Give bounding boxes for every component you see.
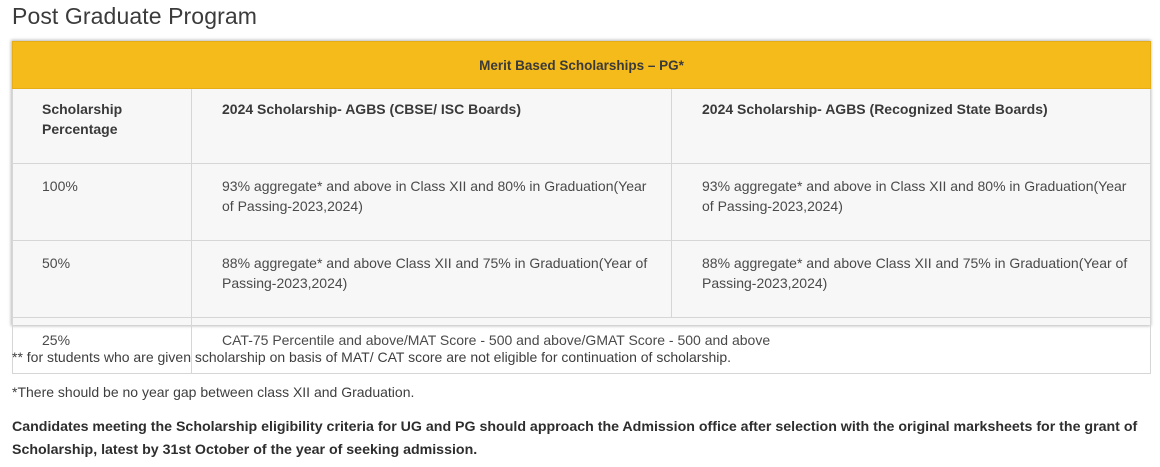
header-scholarship-percentage: Scholarship Percentage	[12, 88, 192, 164]
scholarship-table: Merit Based Scholarships – PG* Scholarsh…	[11, 41, 1152, 374]
footnote-year-gap: *There should be no year gap between cla…	[12, 384, 415, 400]
page-title: Post Graduate Program	[12, 3, 257, 29]
admission-office-notice: Candidates meeting the Scholarship eligi…	[12, 419, 1138, 458]
table-caption-row: Merit Based Scholarships – PG*	[11, 41, 1152, 89]
row-percentage: 100%	[12, 163, 192, 241]
row-state-criteria: 93% aggregate* and above in Class XII an…	[670, 163, 1152, 241]
row-combined-criteria: CAT-75 Percentile and above/MAT Score - …	[190, 317, 1152, 374]
table-row: 50% 88% aggregate* and above Class XII a…	[12, 240, 1152, 318]
header-state-boards: 2024 Scholarship- AGBS (Recognized State…	[670, 88, 1152, 164]
row-cbse-criteria: 93% aggregate* and above in Class XII an…	[191, 163, 672, 241]
table-caption: Merit Based Scholarships – PG*	[11, 41, 1152, 89]
row-percentage: 25%	[12, 317, 192, 374]
row-cbse-criteria: 88% aggregate* and above Class XII and 7…	[191, 240, 672, 318]
row-state-criteria: 88% aggregate* and above Class XII and 7…	[670, 240, 1152, 318]
table-row: 25% CAT-75 Percentile and above/MAT Scor…	[12, 317, 1152, 374]
table-row: 100% 93% aggregate* and above in Class X…	[12, 163, 1152, 241]
header-cbse-isc: 2024 Scholarship- AGBS (CBSE/ ISC Boards…	[191, 88, 672, 164]
footnote-mat-cat: ** for students who are given scholarshi…	[12, 349, 732, 365]
scholarship-table-container: Merit Based Scholarships – PG* Scholarsh…	[11, 41, 1152, 374]
row-percentage: 50%	[12, 240, 192, 318]
table-header-row: Scholarship Percentage 2024 Scholarship-…	[12, 88, 1152, 164]
